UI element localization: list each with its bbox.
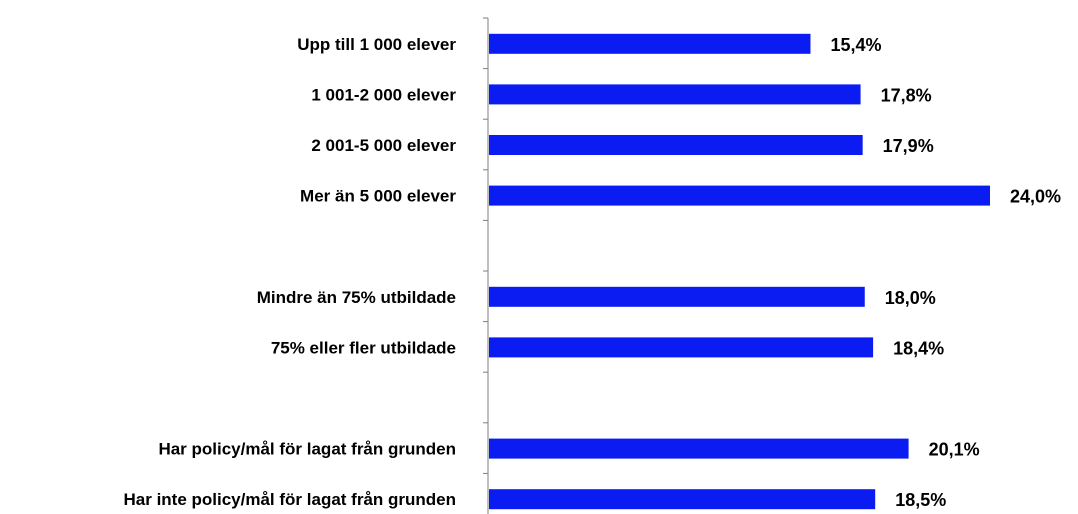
value-label: 18,5% (895, 490, 946, 510)
category-label: 2 001-5 000 elever (311, 136, 456, 155)
value-label: 24,0% (1010, 187, 1061, 207)
category-label: Upp till 1 000 elever (297, 35, 456, 54)
bar (489, 135, 863, 155)
value-label: 18,4% (893, 338, 944, 358)
bar (489, 33, 811, 54)
category-label: 1 001-2 000 elever (311, 85, 456, 104)
category-label: Mindre än 75% utbildade (257, 288, 456, 307)
bar (489, 489, 876, 510)
category-label: Har policy/mål för lagat från grunden (158, 440, 456, 459)
bar (489, 84, 861, 105)
bar (489, 438, 909, 459)
category-label: Har inte policy/mål för lagat från grund… (124, 490, 457, 509)
bar (489, 337, 874, 358)
value-label: 15,4% (830, 35, 881, 55)
category-label: 75% eller fler utbildade (271, 338, 456, 357)
bar (489, 286, 865, 307)
value-label: 17,9% (883, 136, 934, 156)
value-label: 20,1% (929, 440, 980, 460)
category-label: Mer än 5 000 elever (300, 187, 456, 206)
bar (489, 185, 990, 206)
value-label: 18,0% (885, 288, 936, 308)
value-label: 17,8% (881, 85, 932, 105)
